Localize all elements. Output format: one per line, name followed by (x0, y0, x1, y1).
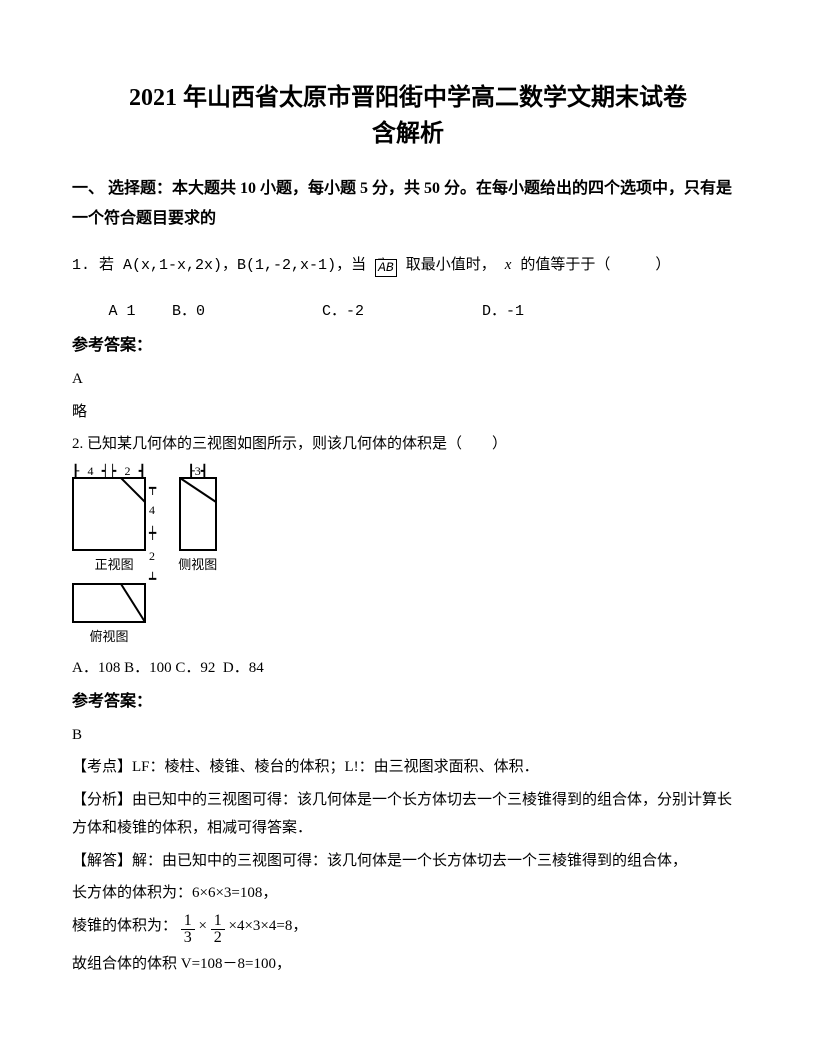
top-view-svg (72, 583, 146, 623)
q2-opt-b: B．100 (124, 660, 172, 676)
q1-opt-a: A 1 (72, 298, 172, 327)
fraction-1-3: 13 (181, 913, 195, 946)
q2-jd2-b: × (199, 918, 211, 934)
q1-omitted: 略 (72, 398, 744, 427)
q1-text-c: 的值等于于（ ） (520, 257, 670, 274)
q2-kaodian: 【考点】LF：棱柱、棱锥、棱台的体积；L!：由三视图求面积、体积． (72, 753, 744, 782)
q1-number: 1. (72, 257, 90, 274)
side-view: ┠3┫ 侧视图 (178, 465, 217, 578)
title-line-1: 2021 年山西省太原市晋阳街中学高二数学文期末试卷 (129, 85, 687, 111)
q2-jieda-line3: 故组合体的体积 V=108－8=100， (72, 950, 744, 979)
q1-text-a: 若 A(x,1-x,2x)，B(1,-2,x-1)，当 (99, 257, 375, 274)
q2-answer: B (72, 721, 744, 750)
top-view: 俯视图 (72, 583, 146, 650)
q1-ref-answer-label: 参考答案： (72, 331, 744, 361)
doc-title: 2021 年山西省太原市晋阳街中学高二数学文期末试卷 含解析 (72, 80, 744, 152)
q2-opt-c: C．92 (175, 660, 215, 676)
front-dim-h-bot: 2 (149, 545, 156, 568)
q2-options: A．108 B．100 C．92 D．84 (72, 654, 744, 683)
q2-fenxi: 【分析】由已知中的三视图可得：该几何体是一个长方体切去一个三棱锥得到的组合体，分… (72, 786, 744, 843)
q2-opt-d: D．84 (223, 660, 264, 676)
section-1-heading: 一、 选择题：本大题共 10 小题，每小题 5 分，共 50 分。在每小题给出的… (72, 174, 744, 235)
q2-number: 2. (72, 436, 83, 452)
q1-answer: A (72, 365, 744, 394)
q1-opt-d: D．-1 (482, 298, 622, 327)
q2-opt-a: A．108 (72, 660, 120, 676)
side-view-svg (179, 477, 217, 551)
page-root: 2021 年山西省太原市晋阳街中学高二数学文期末试卷 含解析 一、 选择题：本大… (0, 0, 816, 1022)
vector-ab-icon: AB (375, 259, 397, 277)
q1-var-x: x (505, 257, 512, 273)
views-row-bottom: 俯视图 (72, 583, 744, 650)
question-1: 1. 若 A(x,1-x,2x)，B(1,-2,x-1)，当 AB 取最小值时，… (72, 251, 744, 281)
front-view-label: 正视图 (95, 553, 134, 578)
q2-text: 已知某几何体的三视图如图所示，则该几何体的体积是（ ） (87, 436, 507, 452)
three-view-figure: ┠4┥┝2┫ ┯ 4 ┿ 2 ┷ 正视图 (72, 465, 744, 650)
q1-opt-c: C．-2 (322, 298, 482, 327)
front-view: ┠4┥┝2┫ ┯ 4 ┿ 2 ┷ 正视图 (72, 465, 156, 578)
q2-jd2-c: ×4×3×4=8， (228, 918, 307, 934)
side-view-label: 侧视图 (178, 553, 217, 578)
front-dim-w-left: 4 (88, 465, 94, 477)
q2-jieda-line2: 棱锥的体积为： 13 × 12 ×4×3×4=8， (72, 912, 744, 946)
q2-jieda-line1: 长方体的体积为：6×6×3=108， (72, 879, 744, 908)
q1-options: A 1 B．0 C．-2 D．-1 (72, 298, 744, 327)
views-row-top: ┠4┥┝2┫ ┯ 4 ┿ 2 ┷ 正视图 (72, 465, 744, 578)
q2-ref-answer-label: 参考答案： (72, 687, 744, 717)
q2-jd2-a: 棱锥的体积为： (72, 918, 177, 934)
front-view-svg (72, 477, 146, 551)
top-view-label: 俯视图 (89, 625, 128, 650)
front-dim-h-top: 4 (149, 499, 156, 522)
title-line-2: 含解析 (372, 121, 444, 147)
q1-text-b: 取最小值时， (406, 257, 496, 274)
q1-opt-b: B．0 (172, 298, 322, 327)
question-2: 2. 已知某几何体的三视图如图所示，则该几何体的体积是（ ） (72, 430, 744, 459)
front-dim-w-right: 2 (124, 465, 130, 477)
q2-jieda-head: 【解答】解：由已知中的三视图可得：该几何体是一个长方体切去一个三棱锥得到的组合体… (72, 847, 744, 876)
fraction-1-2: 12 (211, 913, 225, 946)
